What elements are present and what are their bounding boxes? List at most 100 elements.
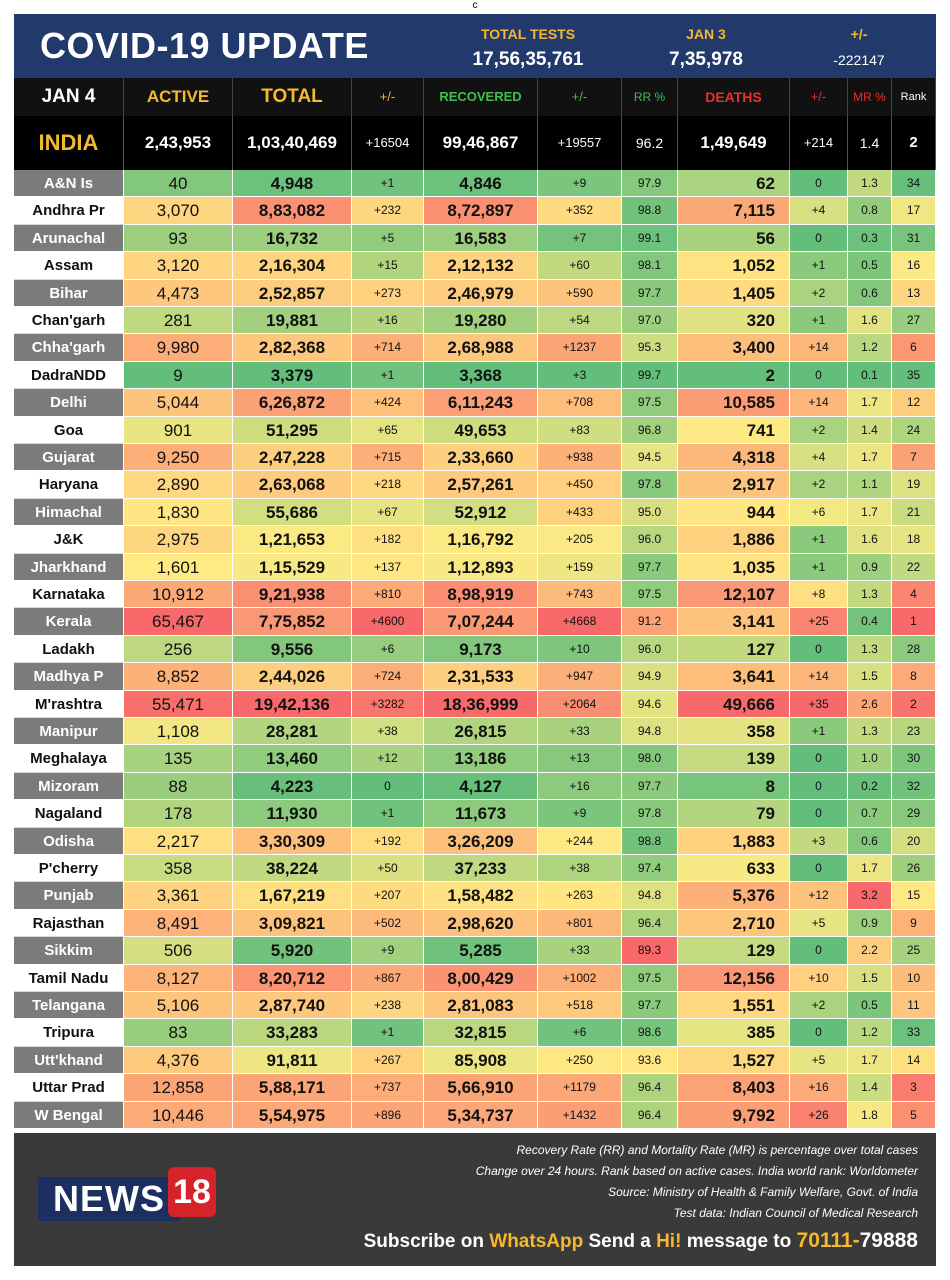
cell-rank: 33 — [892, 1019, 936, 1047]
cell-recovered: 2,12,132 — [424, 252, 538, 280]
cell-active: 5,044 — [124, 389, 233, 417]
table-row: Assam 3,120 2,16,304 +15 2,12,132 +60 98.1 1,05… — [14, 252, 936, 280]
cell-total: 28,281 — [233, 718, 352, 746]
cell-total-change: +714 — [352, 334, 424, 362]
cell-recovered-change: +743 — [538, 581, 622, 609]
cell-active: 1,108 — [124, 718, 233, 746]
cell-total-change: +15 — [352, 252, 424, 280]
cell-total-change: +3282 — [352, 690, 424, 718]
cell-recovered-change: +33 — [538, 937, 622, 965]
table-row: A&N Is 40 4,948 +1 4,846 +9 97.9 62 0 1.3 34 — [14, 170, 936, 198]
cell-rr: 97.8 — [622, 471, 678, 499]
cell-recovered-change: +54 — [538, 307, 622, 335]
cell-total: 5,88,171 — [233, 1074, 352, 1102]
cell-name: Madhya P — [14, 663, 124, 691]
table-row: Andhra Pr 3,070 8,83,082 +232 8,72,897 +352 98… — [14, 197, 936, 225]
footer-note-change: Change over 24 hours. Rank based on acti… — [475, 1164, 918, 1178]
cell-rank: 21 — [892, 498, 936, 527]
table-row: Tamil Nadu 8,127 8,20,712 +867 8,00,429 +1002… — [14, 964, 936, 992]
cell-recovered: 9,173 — [424, 635, 538, 664]
tests-change-label: +/- — [850, 26, 868, 42]
cell-mr: 1.3 — [848, 581, 892, 609]
cell-name: Kerala — [14, 608, 124, 636]
cell-total-change: +137 — [352, 553, 424, 581]
footer-note-source: Source: Ministry of Health & Family Welf… — [608, 1185, 918, 1199]
india-deaths: 1,49,649 — [678, 116, 790, 170]
cell-deaths-change: 0 — [790, 937, 848, 965]
cell-total-change: +6 — [352, 635, 424, 664]
cell-active: 83 — [124, 1019, 233, 1047]
cell-deaths-change: 0 — [790, 772, 848, 801]
cell-deaths: 1,527 — [678, 1046, 790, 1075]
cell-recovered: 2,46,979 — [424, 279, 538, 307]
cell-total-change: +182 — [352, 526, 424, 554]
cell-total: 3,30,309 — [233, 827, 352, 855]
subscribe-hi: Hi! — [656, 1231, 682, 1252]
cell-deaths: 62 — [678, 170, 790, 198]
cell-mr: 0.2 — [848, 772, 892, 801]
column-header-recovered: RECOVERED — [424, 78, 538, 116]
cell-deaths-change: +1 — [790, 252, 848, 280]
cell-deaths: 633 — [678, 855, 790, 883]
subscribe-whatsapp: WhatsApp — [489, 1231, 584, 1252]
india-recovered: 99,46,867 — [424, 116, 538, 170]
cell-rank: 14 — [892, 1046, 936, 1075]
cell-recovered: 6,11,243 — [424, 389, 538, 417]
cell-deaths: 1,551 — [678, 992, 790, 1020]
table-row: Karnataka 10,912 9,21,938 +810 8,98,919 +743 9… — [14, 581, 936, 609]
cell-total: 38,224 — [233, 855, 352, 883]
cell-rank: 22 — [892, 553, 936, 581]
cell-name: Haryana — [14, 471, 124, 499]
cell-name: Tripura — [14, 1019, 124, 1047]
cell-total-change: +12 — [352, 745, 424, 773]
cell-active: 40 — [124, 170, 233, 198]
cell-total-change: 0 — [352, 772, 424, 801]
cell-deaths: 2 — [678, 361, 790, 390]
cell-active: 8,491 — [124, 909, 233, 938]
table-row: Mizoram 88 4,223 0 4,127 +16 97.7 8 0 0.2 32 — [14, 772, 936, 801]
cell-deaths-change: 0 — [790, 635, 848, 664]
cell-rr: 98.8 — [622, 827, 678, 855]
cell-mr: 1.7 — [848, 1046, 892, 1075]
table-row: Ladakh 256 9,556 +6 9,173 +10 96.0 127 0 1.3 28 — [14, 635, 936, 664]
cell-total: 6,26,872 — [233, 389, 352, 417]
cell-deaths: 79 — [678, 800, 790, 828]
cell-name: P'cherry — [14, 855, 124, 883]
cell-active: 135 — [124, 745, 233, 773]
cell-name: Uttar Prad — [14, 1074, 124, 1102]
cell-deaths: 1,052 — [678, 252, 790, 280]
cell-recovered-change: +1237 — [538, 334, 622, 362]
cell-active: 1,830 — [124, 498, 233, 527]
cell-deaths: 8,403 — [678, 1074, 790, 1102]
cell-name: Chha'garh — [14, 334, 124, 362]
cell-deaths: 7,115 — [678, 197, 790, 225]
cell-total-change: +218 — [352, 471, 424, 499]
cell-mr: 1.7 — [848, 444, 892, 472]
table-row: Himachal 1,830 55,686 +67 52,912 +433 95.0 944 +… — [14, 498, 936, 527]
cell-deaths: 944 — [678, 498, 790, 527]
cell-deaths-change: +14 — [790, 663, 848, 691]
cell-deaths-change: +2 — [790, 279, 848, 307]
cell-rr: 94.8 — [622, 718, 678, 746]
table-row: Manipur 1,108 28,281 +38 26,815 +33 94.8 358 +1 1… — [14, 718, 936, 746]
cell-recovered-change: +205 — [538, 526, 622, 554]
cell-deaths: 2,710 — [678, 909, 790, 938]
cell-name: J&K — [14, 526, 124, 554]
cell-deaths-change: 0 — [790, 745, 848, 773]
cell-name: Sikkim — [14, 937, 124, 965]
cell-total-change: +1 — [352, 170, 424, 198]
cell-total-change: +238 — [352, 992, 424, 1020]
cell-active: 55,471 — [124, 690, 233, 718]
cell-recovered-change: +1432 — [538, 1101, 622, 1129]
cell-rank: 13 — [892, 279, 936, 307]
cell-active: 5,106 — [124, 992, 233, 1020]
cell-active: 3,361 — [124, 882, 233, 910]
cell-total-change: +896 — [352, 1101, 424, 1129]
cell-name: Chan'garh — [14, 307, 124, 335]
cell-rr: 96.0 — [622, 526, 678, 554]
cell-total-change: +737 — [352, 1074, 424, 1102]
cell-mr: 0.1 — [848, 361, 892, 390]
cell-total: 1,15,529 — [233, 553, 352, 581]
cell-rr: 97.5 — [622, 964, 678, 992]
cell-active: 9,980 — [124, 334, 233, 362]
